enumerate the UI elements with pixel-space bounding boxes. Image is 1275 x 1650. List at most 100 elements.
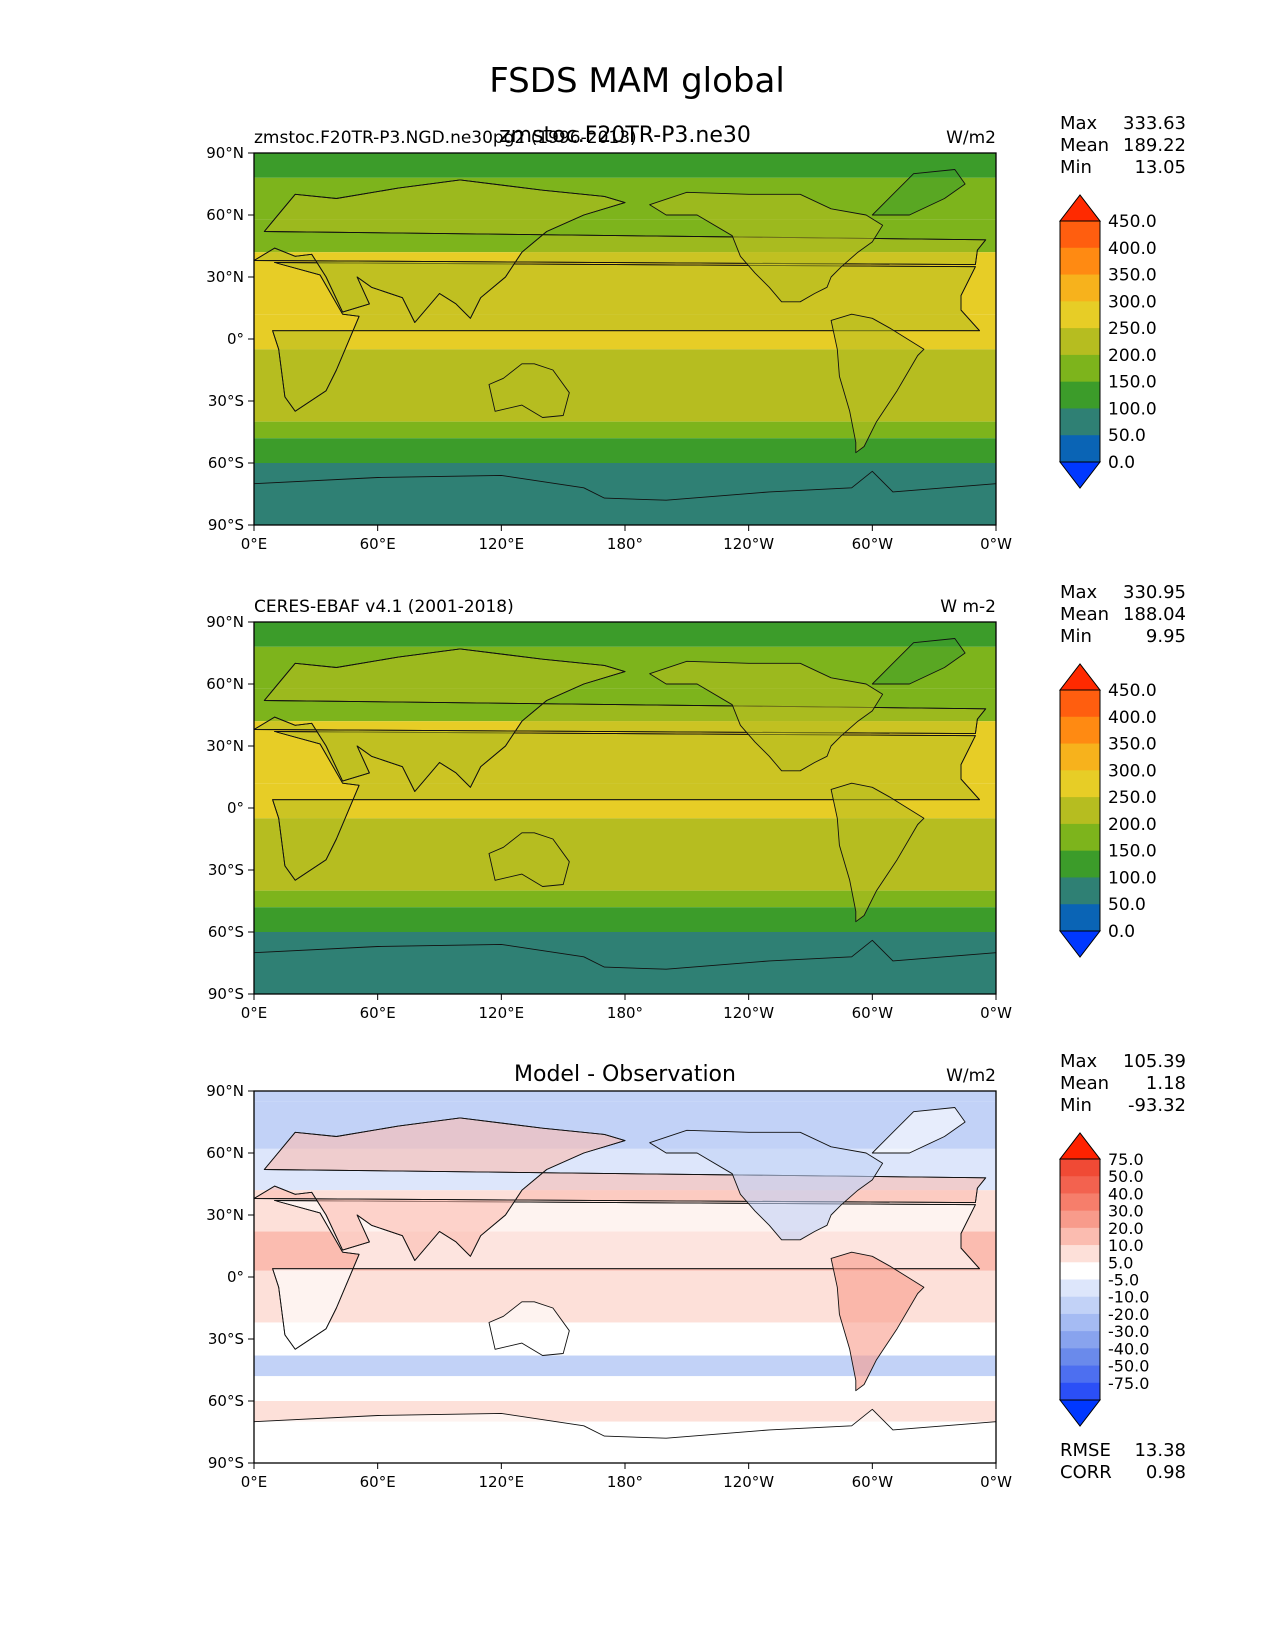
colorbar-segment (1060, 1159, 1100, 1177)
colorbar-label: 200.0 (1108, 346, 1157, 366)
x-tick-label: 120°W (723, 1004, 774, 1022)
colorbar-segment (1060, 408, 1100, 436)
colorbar: 450.0 400.0 350.0 300.0 250.0 200.0 150.0 100.0… (1058, 194, 1157, 489)
y-tick-label: 30°N (206, 268, 244, 286)
stat-mean-value: 188.04 (1123, 604, 1186, 625)
panel-units: W m-2 (940, 597, 996, 617)
coastline-antarctica (254, 1408, 996, 1463)
stat-min-label: Min (1060, 157, 1092, 178)
colorbar-extend-max (1058, 194, 1102, 222)
coastline-eurasia-wrap (254, 1117, 987, 1261)
colorbar-segment (1060, 823, 1100, 852)
colorbar-label: 200.0 (1108, 815, 1157, 835)
panel-title: zmstoc.F20TR-P3.ne30 (499, 123, 751, 148)
colorbar-label: 150.0 (1108, 842, 1157, 862)
coastline-antarctica (254, 939, 996, 994)
y-tick-label: 60°S (208, 1392, 244, 1410)
x-tick-label: 180° (607, 535, 643, 553)
colorbar-segment (1060, 1313, 1100, 1332)
land-south-america (831, 783, 924, 922)
zonal-band (254, 1376, 996, 1401)
stat-max-value: 333.63 (1123, 113, 1186, 134)
x-tick-label: 60°E (360, 1004, 396, 1022)
colorbar-label: 300.0 (1108, 761, 1157, 781)
colorbar-segment (1060, 1348, 1100, 1367)
y-tick-label: 0° (227, 1268, 244, 1286)
coastline-antarctica (254, 470, 996, 525)
land-greenland (872, 169, 966, 215)
stat-max-value: 330.95 (1123, 582, 1186, 603)
stat-max-label: Max (1060, 582, 1098, 603)
colorbar-extend-min (1058, 930, 1102, 958)
colorbar-label: 100.0 (1108, 868, 1157, 888)
colorbar-label: -10.0 (1108, 1288, 1149, 1307)
stat-mean-value: 1.18 (1146, 1073, 1186, 1094)
x-tick-label: 60°W (852, 1473, 894, 1491)
x-tick-label: 0°E (241, 1473, 268, 1491)
x-tick-label: 60°E (360, 1473, 396, 1491)
colorbar-segment (1060, 850, 1100, 878)
x-tick-label: 120°E (479, 1473, 525, 1491)
stat-min-value: 9.95 (1146, 626, 1186, 647)
colorbar-label: 350.0 (1108, 266, 1157, 286)
coastline-africa-wrap (272, 1200, 980, 1350)
colorbar-label: 400.0 (1108, 239, 1157, 259)
y-tick-label: 90°S (208, 516, 244, 534)
colorbar-segment (1060, 274, 1100, 302)
x-tick-label: 60°W (852, 1004, 894, 1022)
land-north-america (649, 192, 883, 302)
panel-units: W/m2 (946, 1066, 996, 1086)
y-tick-label: 30°S (208, 861, 244, 879)
y-tick-label: 60°N (206, 675, 244, 693)
y-tick-label: 60°S (208, 454, 244, 472)
zonal-band (254, 870, 996, 891)
x-tick-label: 0°W (980, 1473, 1012, 1491)
y-tick-label: 90°N (206, 613, 244, 631)
colorbar-label: -50.0 (1108, 1357, 1149, 1376)
coastline-north-america (649, 660, 884, 772)
colorbar-label: -30.0 (1108, 1322, 1149, 1341)
coastline-north-america (649, 1129, 884, 1241)
x-tick-label: 180° (607, 1004, 643, 1022)
x-tick-label: 0°W (980, 1004, 1012, 1022)
colorbar-label: 75.0 (1108, 1150, 1144, 1169)
zonal-band (254, 438, 996, 463)
panel-left-label: CERES-EBAF v4.1 (2001-2018) (254, 597, 514, 617)
colorbar-segment (1060, 1382, 1100, 1401)
plot-area (254, 622, 996, 994)
y-tick-label: 60°S (208, 923, 244, 941)
colorbar-segment (1060, 904, 1100, 932)
colorbar-segment (1060, 435, 1100, 463)
coastline-greenland (871, 169, 966, 216)
colorbar-label: 150.0 (1108, 373, 1157, 393)
coastline-eurasia-wrap (254, 179, 987, 323)
colorbar-extend-max (1058, 663, 1102, 691)
x-tick-label: 0°E (241, 1004, 268, 1022)
colorbar-segment (1060, 1227, 1100, 1246)
colorbar-segment (1060, 1262, 1100, 1280)
land-australia (489, 832, 570, 887)
colorbar-label: 10.0 (1108, 1236, 1144, 1255)
colorbar-segment (1060, 328, 1100, 356)
land-australia (489, 363, 570, 418)
colorbar-label: 300.0 (1108, 292, 1157, 312)
colorbar-segment (1060, 1279, 1100, 1298)
colorbar-label: 250.0 (1108, 788, 1157, 808)
colorbar-extend-min (1058, 461, 1102, 489)
colorbar-segment (1060, 381, 1100, 409)
coastline-eurasia-wrap (254, 648, 987, 792)
x-tick-label: 60°W (852, 535, 894, 553)
colorbar-frame (1059, 1158, 1101, 1401)
colorbar-segment (1060, 716, 1100, 745)
land-eurasia (254, 1117, 986, 1261)
map-panel: 0°E 60°E 120°E 180° 120°W 60°W 0°W 90°N 60°N 30°N… (206, 582, 1186, 1022)
colorbar-segment (1060, 1210, 1100, 1229)
colorbar-segment (1060, 247, 1100, 276)
x-tick-label: 120°E (479, 1004, 525, 1022)
metric-corr-value: 0.98 (1146, 1462, 1186, 1483)
stat-max-label: Max (1060, 113, 1098, 134)
zonal-band (254, 622, 996, 647)
colorbar-label: 40.0 (1108, 1184, 1144, 1203)
colorbar-segment (1060, 690, 1100, 718)
x-tick-label: 120°W (723, 1473, 774, 1491)
